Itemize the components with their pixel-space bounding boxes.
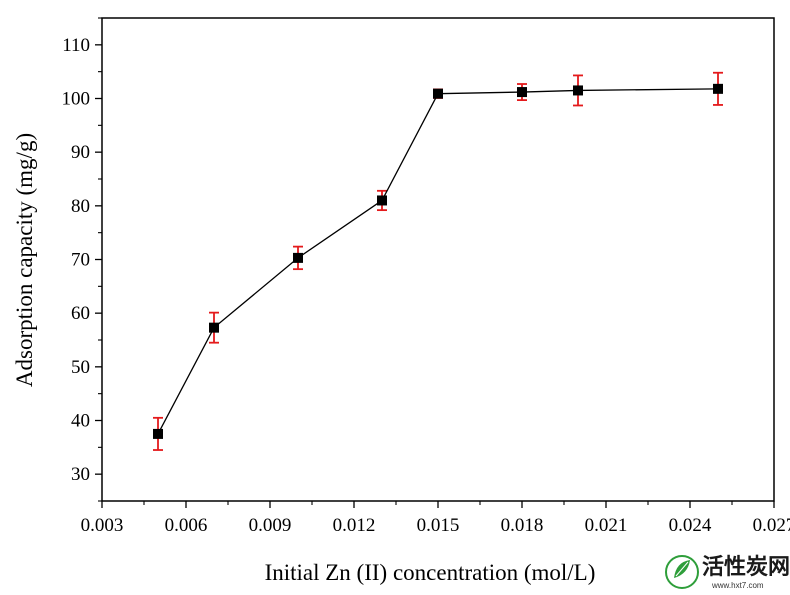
x-tick-label: 0.012 [333, 515, 376, 536]
x-tick-label: 0.006 [165, 515, 208, 536]
y-tick-label: 110 [62, 35, 90, 56]
y-tick-label: 40 [71, 411, 90, 432]
data-point [377, 195, 387, 206]
y-axis-title: Adsorption capacity (mg/g) [12, 133, 37, 387]
plot-frame [101, 17, 775, 502]
x-tick-label: 0.015 [417, 515, 460, 536]
y-tick-label: 80 [71, 196, 90, 217]
x-tick-label: 0.009 [249, 515, 292, 536]
leaf-logo-icon [665, 555, 699, 589]
y-tick-label: 100 [62, 89, 91, 110]
y-tick-label: 60 [71, 303, 90, 324]
tick-labels: 0.003 0.006 0.009 0.012 0.015 0.018 0.021 0.024… [62, 35, 790, 536]
x-tick-label: 0.003 [81, 515, 124, 536]
data-point [573, 85, 583, 96]
watermark: 活性炭网 www.hxt7.com [665, 554, 790, 590]
y-tick-label: 50 [71, 357, 90, 378]
series-line [157, 88, 719, 435]
error-bars [153, 71, 723, 451]
x-tick-label: 0.027 [753, 515, 790, 536]
y-tick-label: 30 [71, 464, 90, 485]
x-tick-label: 0.024 [669, 515, 712, 536]
y-tick-label: 70 [71, 250, 90, 271]
data-point [293, 252, 303, 263]
data-point [433, 88, 443, 99]
data-point [209, 322, 219, 333]
watermark-url: www.hxt7.com [711, 581, 764, 590]
y-tick-label: 90 [71, 142, 90, 163]
data-point [517, 87, 527, 98]
watermark-text: 活性炭网 [702, 554, 790, 580]
data-markers [153, 83, 723, 439]
x-tick-label: 0.021 [585, 515, 628, 536]
x-axis-title: Initial Zn (II) concentration (mol/L) [265, 560, 596, 585]
data-point [153, 428, 163, 439]
x-tick-label: 0.018 [501, 515, 544, 536]
data-point [713, 83, 723, 94]
